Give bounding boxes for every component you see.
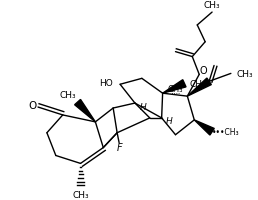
Polygon shape (163, 80, 186, 94)
Text: •••CH₃: •••CH₃ (212, 128, 240, 137)
Text: F: F (116, 142, 122, 152)
Text: CH₃: CH₃ (190, 79, 207, 88)
Polygon shape (194, 120, 214, 135)
Text: CH₃: CH₃ (168, 84, 183, 93)
Text: H: H (166, 117, 173, 126)
Text: H: H (140, 102, 146, 111)
Text: CH₃: CH₃ (236, 70, 253, 79)
Text: O: O (28, 101, 36, 110)
Text: HO: HO (99, 78, 113, 87)
Text: O: O (199, 66, 207, 76)
Polygon shape (75, 100, 95, 122)
Text: CH₃: CH₃ (204, 1, 220, 10)
Text: CH₃: CH₃ (59, 90, 76, 99)
Text: CH₃: CH₃ (72, 190, 89, 199)
Polygon shape (187, 79, 211, 97)
